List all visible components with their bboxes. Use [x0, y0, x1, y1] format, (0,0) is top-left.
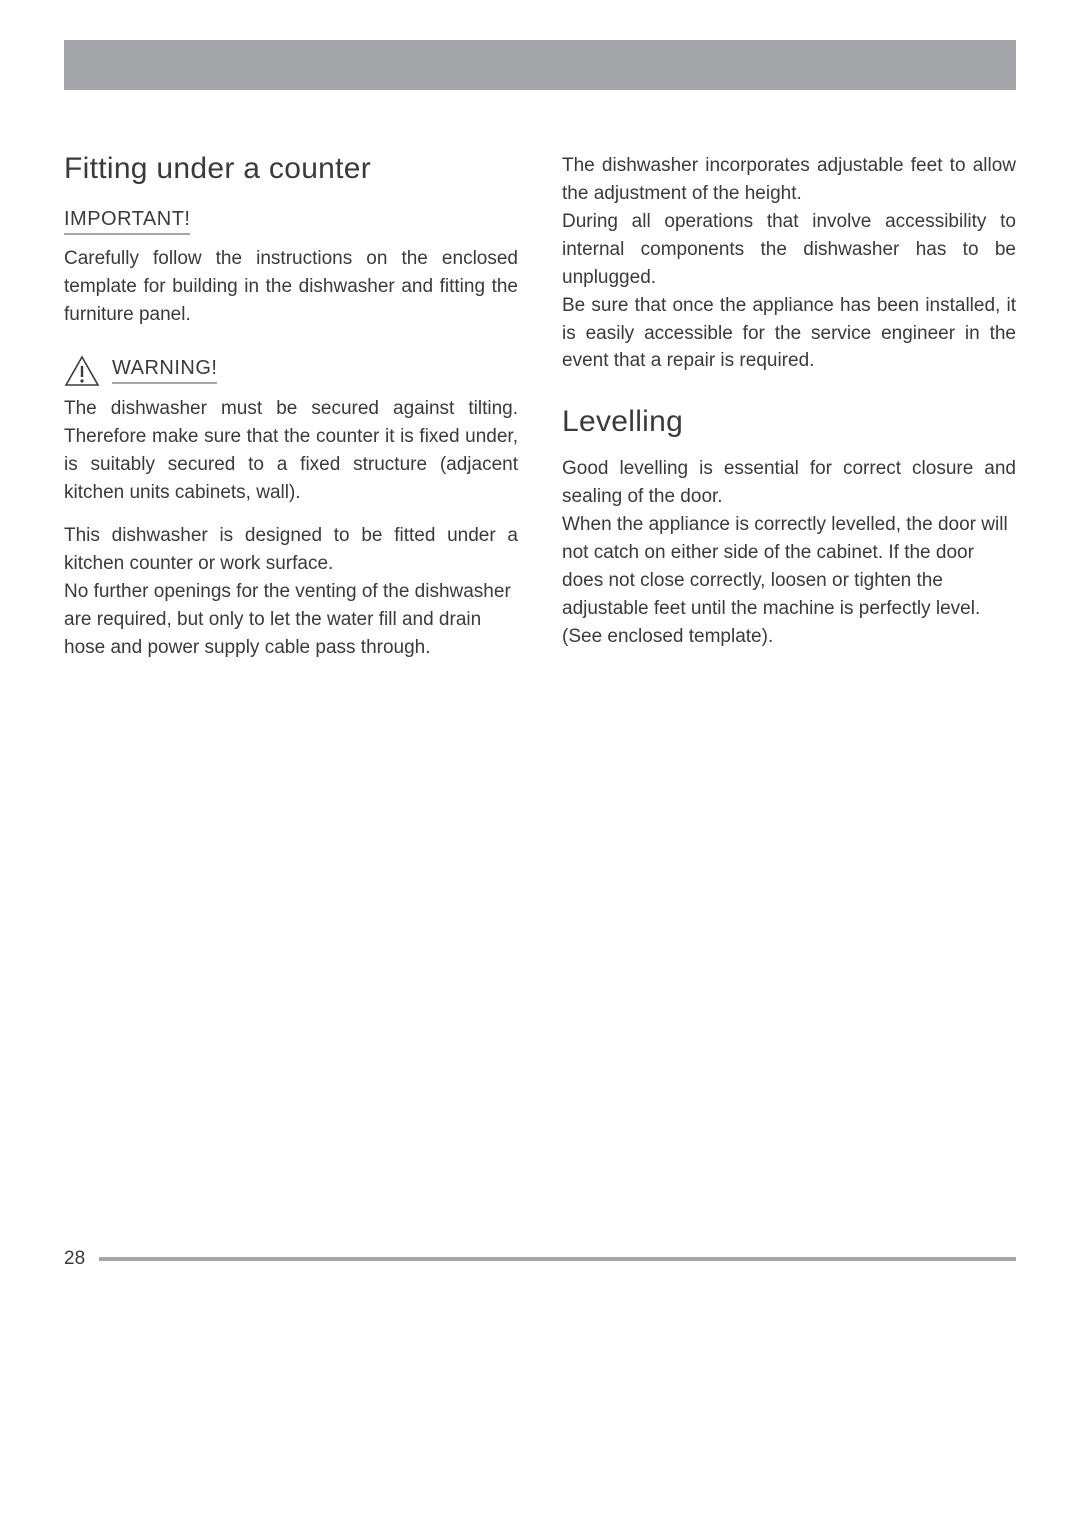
- page-wrapper: Fitting under a counter IMPORTANT! Caref…: [0, 0, 1080, 1310]
- right-para-1: The dishwasher incorporates adjustable f…: [562, 152, 1016, 208]
- right-para-2: During all operations that involve acces…: [562, 208, 1016, 292]
- right-column: The dishwasher incorporates adjustable f…: [562, 152, 1016, 678]
- fitting-heading: Fitting under a counter: [64, 152, 518, 186]
- levelling-heading: Levelling: [562, 405, 1016, 439]
- warning-label: WARNING!: [112, 357, 217, 384]
- page-footer: 28: [64, 1248, 1016, 1270]
- right-para-3: Be sure that once the appliance has been…: [562, 292, 1016, 376]
- warning-text: The dishwasher must be secured against t…: [64, 395, 518, 507]
- page-number: 28: [64, 1248, 85, 1270]
- content-columns: Fitting under a counter IMPORTANT! Caref…: [64, 152, 1016, 678]
- levelling-para-2: When the appliance is correctly levelled…: [562, 511, 1016, 651]
- left-column: Fitting under a counter IMPORTANT! Caref…: [64, 152, 518, 678]
- fitting-text-1: This dishwasher is designed to be fitted…: [64, 522, 518, 578]
- important-label: IMPORTANT!: [64, 208, 190, 235]
- important-block: IMPORTANT! Carefully follow the instruct…: [64, 208, 518, 329]
- footer-line: [99, 1257, 1016, 1261]
- warning-triangle-icon: [64, 355, 100, 387]
- important-text: Carefully follow the instructions on the…: [64, 245, 518, 329]
- fitting-text-2: No further openings for the venting of t…: [64, 578, 518, 662]
- header-banner: [64, 40, 1016, 90]
- warning-header-row: WARNING!: [64, 355, 518, 387]
- levelling-para-1: Good levelling is essential for correct …: [562, 455, 1016, 511]
